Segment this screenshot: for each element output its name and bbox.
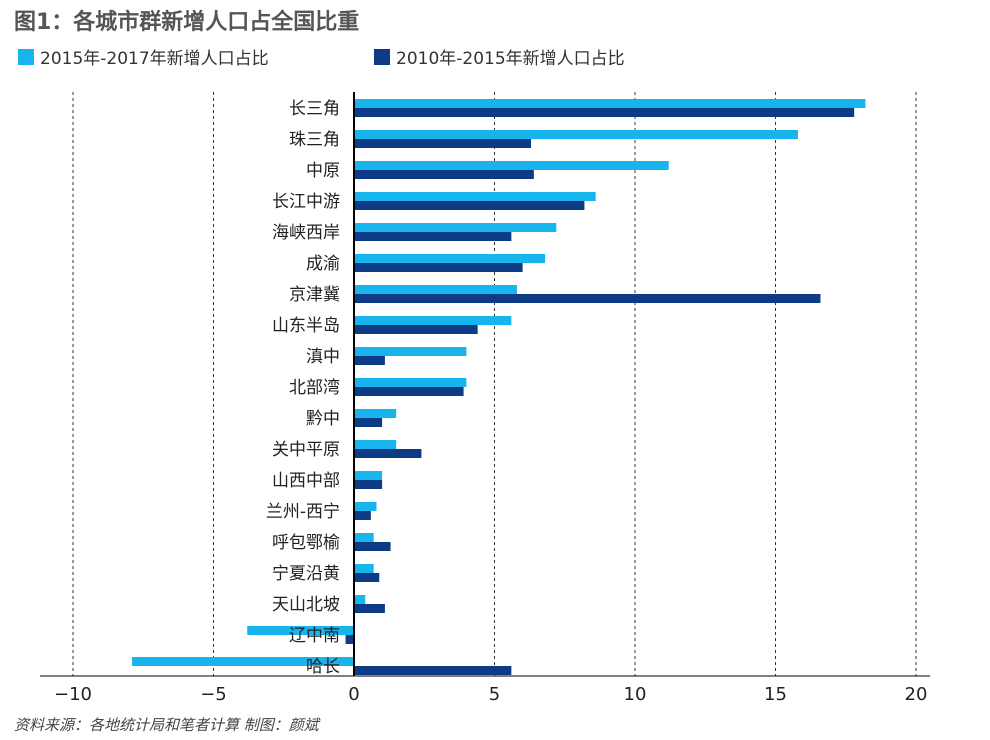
x-tick-label: 10 [624,684,647,705]
category-label: 长三角 [289,99,340,119]
category-label: 山西中部 [272,471,340,491]
bar-2010-2015 [354,325,478,334]
bar-2015-2017 [132,657,354,666]
category-label: 哈长 [306,657,340,677]
category-label: 关中平原 [272,440,340,460]
category-label: 山东半岛 [272,316,340,336]
source-note: 资料来源：各地统计局和笔者计算 制图：颜斌 [14,716,319,734]
category-label: 海峡西岸 [272,223,340,243]
category-label: 中原 [306,161,340,181]
legend-swatch-2015-2017 [18,48,34,65]
category-label: 长江中游 [272,192,340,212]
category-label: 京津冀 [289,285,340,305]
bar-2010-2015 [354,604,385,613]
legend-item-2010-2015: 2010年-2015年新增人口占比 [374,44,625,69]
bar-2010-2015 [354,542,391,551]
bar-2010-2015 [354,294,821,303]
bar-2010-2015 [354,232,512,241]
bar-2015-2017 [354,378,467,387]
category-label: 天山北坡 [272,595,340,615]
category-label: 呼包鄂榆 [272,533,340,553]
legend-swatch-2010-2015 [374,48,390,65]
bar-2010-2015 [354,356,385,365]
bar-2010-2015 [354,480,383,489]
bar-2010-2015 [354,170,534,179]
bar-2015-2017 [354,440,397,449]
bar-2015-2017 [354,192,596,201]
bar-2010-2015 [354,263,523,272]
category-label: 滇中 [306,347,340,367]
chart-title: 图1：各城市群新增人口占全国比重 [14,10,360,35]
bar-2015-2017 [354,130,798,139]
category-label: 兰州-西宁 [266,502,340,522]
category-label: 宁夏沿黄 [272,564,340,584]
bar-2015-2017 [354,161,669,170]
category-label: 黔中 [306,409,340,429]
x-tick-label: −10 [54,684,92,705]
bar-2010-2015 [354,139,532,148]
bar-2010-2015 [354,201,585,210]
x-tick-label: 15 [764,684,787,705]
bar-2015-2017 [354,316,512,325]
x-tick-label: 20 [905,684,928,705]
bar-2015-2017 [354,347,467,356]
category-label: 北部湾 [289,378,340,398]
bar-2010-2015 [354,666,512,675]
bar-2015-2017 [354,99,866,108]
bar-2015-2017 [354,533,374,542]
legend: 2015年-2017年新增人口占比 2010年-2015年新增人口占比 [18,44,978,69]
x-tick-label: −5 [200,684,227,705]
bar-2015-2017 [354,409,397,418]
bar-2015-2017 [354,502,377,511]
bar-2015-2017 [354,285,517,294]
bar-2010-2015 [354,511,371,520]
bar-2010-2015 [354,449,422,458]
legend-label-2015-2017: 2015年-2017年新增人口占比 [40,49,269,69]
bar-2015-2017 [354,223,557,232]
x-tick-label: 0 [348,684,359,705]
legend-item-2015-2017: 2015年-2017年新增人口占比 [18,44,269,69]
category-label: 成渝 [306,254,340,274]
bar-2010-2015 [354,108,855,117]
bar-2015-2017 [247,626,354,635]
bar-2010-2015 [354,573,380,582]
bar-2010-2015 [354,418,383,427]
bar-2015-2017 [354,564,374,573]
bar-2010-2015 [354,387,464,396]
bar-2015-2017 [354,595,366,604]
category-label: 珠三角 [289,130,340,150]
category-label: 辽中南 [289,626,340,646]
x-tick-label: 5 [489,684,500,705]
bar-2010-2015 [345,635,354,644]
bar-2015-2017 [354,471,383,480]
bar-2015-2017 [354,254,546,263]
legend-label-2010-2015: 2010年-2015年新增人口占比 [396,49,625,69]
